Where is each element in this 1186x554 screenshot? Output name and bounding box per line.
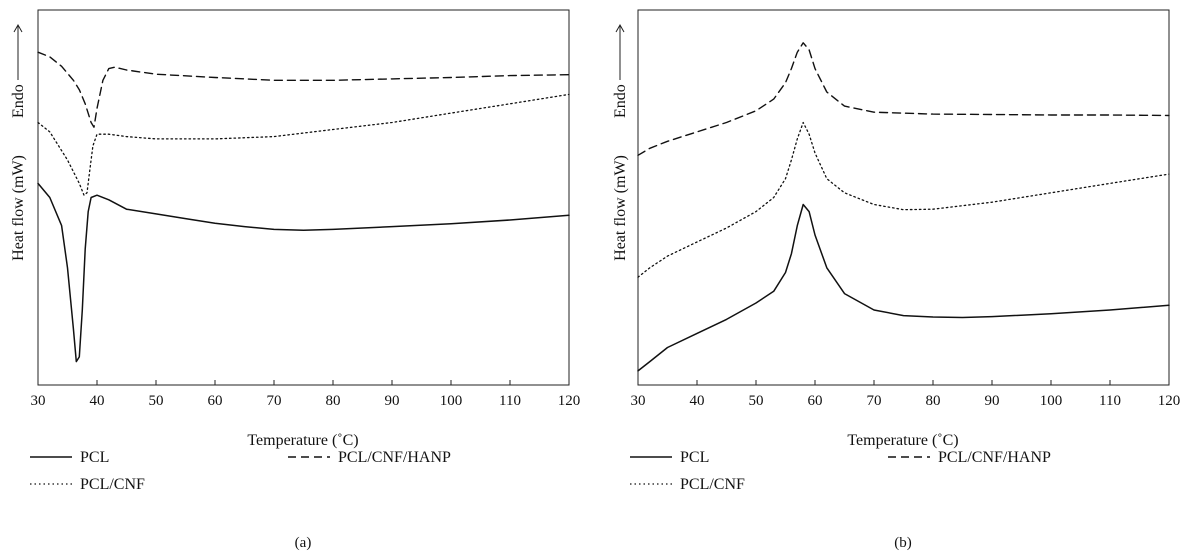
x-axis-title: Temperature (˚C) (247, 432, 358, 449)
x-tick-label: 110 (499, 393, 521, 409)
chart-panel-a: 30 40 50 60 70 80 90 100 110 120 Temperature (˚C)… (10, 9, 581, 551)
x-tick-label: 90 (385, 393, 400, 409)
series-line-pcl (37, 182, 570, 363)
legend-label: PCL (680, 449, 709, 466)
endo-label: Endo (10, 84, 27, 118)
y-axis-title: Heat flow (mW) (612, 155, 629, 261)
panel-label: (b) (894, 535, 912, 551)
plot-frame (37, 9, 570, 386)
x-axis: 30 40 50 60 70 80 90 100 110 120 (631, 380, 1181, 409)
x-tick-label: 120 (558, 393, 581, 409)
chart-panel-b: 30 40 50 60 70 80 90 100 110 120 Temperature (˚C)… (612, 9, 1181, 551)
series-line-pcl-cnf (637, 121, 1170, 278)
x-tick-label: 120 (1158, 393, 1181, 409)
x-tick-label: 80 (326, 393, 341, 409)
endo-arrow-icon (13, 23, 23, 33)
x-tick-label: 50 (149, 393, 164, 409)
x-tick-label: 100 (1040, 393, 1063, 409)
legend-label: PCL/CNF/HANP (338, 449, 451, 466)
x-tick-label: 40 (90, 393, 105, 409)
series-lines (637, 42, 1170, 372)
endo-label: Endo (612, 84, 629, 118)
legend-label: PCL/CNF (80, 476, 145, 493)
x-tick-label: 90 (985, 393, 1000, 409)
panel-label: (a) (295, 535, 312, 551)
x-axis-title: Temperature (˚C) (847, 432, 958, 449)
legend: PCL PCL/CNF/HANP PCL/CNF (630, 449, 1051, 493)
legend-label: PCL (80, 449, 109, 466)
endo-arrow-icon (615, 23, 625, 33)
x-tick-label: 100 (440, 393, 463, 409)
x-axis: 30 40 50 60 70 80 90 100 110 120 (31, 380, 581, 409)
x-tick-label: 110 (1099, 393, 1121, 409)
series-line-pcl (637, 203, 1170, 372)
x-tick-label: 30 (631, 393, 646, 409)
x-tick-label: 50 (749, 393, 764, 409)
x-tick-label: 30 (31, 393, 46, 409)
x-tick-label: 80 (926, 393, 941, 409)
series-line-pcl-cnf-hanp (37, 51, 570, 128)
x-tick-label: 60 (208, 393, 223, 409)
x-tick-label: 70 (867, 393, 882, 409)
series-line-pcl-cnf-hanp (637, 42, 1170, 156)
y-axis-title-group: Heat flow (mW) Endo (612, 23, 629, 261)
plot-frame (637, 9, 1170, 386)
series-line-pcl-cnf (37, 93, 570, 196)
series-lines (37, 51, 570, 363)
y-axis-title: Heat flow (mW) (10, 155, 27, 261)
x-tick-label: 40 (690, 393, 705, 409)
x-tick-label: 70 (267, 393, 282, 409)
legend-label: PCL/CNF/HANP (938, 449, 1051, 466)
y-axis-title-group: Heat flow (mW) Endo (10, 23, 27, 261)
x-tick-label: 60 (808, 393, 823, 409)
legend: PCL PCL/CNF/HANP PCL/CNF (30, 449, 451, 493)
legend-label: PCL/CNF (680, 476, 745, 493)
